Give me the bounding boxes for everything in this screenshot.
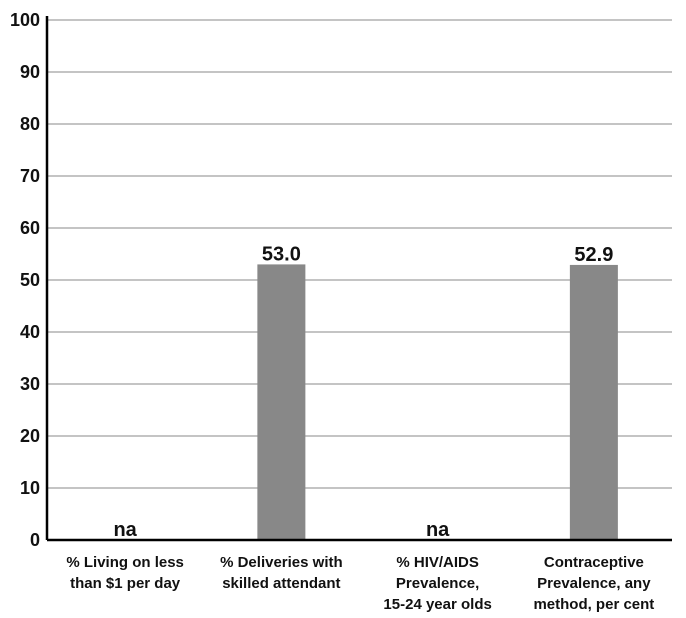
y-tick-label: 50: [20, 270, 40, 290]
x-category-label-line: Prevalence, any: [537, 575, 651, 592]
x-category-label-line: method, per cent: [533, 596, 654, 613]
axes: [45, 16, 672, 542]
x-category-label-line: 15-24 year olds: [383, 596, 491, 613]
y-tick-label: 60: [20, 218, 40, 238]
x-category-label-0: % Living on less than $1 per day: [66, 554, 184, 592]
y-tick-label: 10: [20, 478, 40, 498]
x-category-label-line: % HIV/AIDS: [396, 554, 479, 571]
data-label-2: na: [426, 519, 450, 541]
x-category-label-line: Contraceptive: [544, 554, 644, 571]
x-category-labels: % Living on less than $1 per day % Deliver…: [66, 554, 654, 613]
y-tick-label: 100: [10, 10, 40, 30]
data-label-3: 52.9: [574, 244, 613, 266]
y-tick-label: 70: [20, 166, 40, 186]
x-category-label-2: % HIV/AIDS Prevalence, 15-24 year olds: [383, 554, 491, 613]
x-category-label-line: skilled attendant: [222, 575, 340, 592]
data-label-0: na: [113, 519, 137, 541]
y-tick-label: 80: [20, 114, 40, 134]
x-category-label-3: Contraceptive Prevalence, any method, per …: [533, 554, 654, 613]
y-tick-label: 20: [20, 426, 40, 446]
x-category-label-line: Prevalence,: [396, 575, 479, 592]
x-category-label-line: % Living on less: [66, 554, 184, 571]
bar-3: [569, 264, 618, 540]
x-category-label-line: than $1 per day: [70, 575, 181, 592]
y-tick-label: 30: [20, 374, 40, 394]
data-label-1: 53.0: [262, 243, 301, 265]
y-tick-label: 0: [30, 530, 40, 550]
x-category-label-line: % Deliveries with: [220, 554, 343, 571]
gridlines: [47, 19, 672, 489]
data-labels: na 53.0 na 52.9: [113, 243, 613, 541]
y-tick-label: 40: [20, 322, 40, 342]
y-tick-label: 90: [20, 62, 40, 82]
bar-1: [257, 264, 306, 540]
bars: [257, 264, 618, 540]
x-category-label-1: % Deliveries with skilled attendant: [220, 554, 343, 592]
y-tick-labels: 0 10 20 30 40 50 60 70 80 90 100: [10, 10, 40, 550]
